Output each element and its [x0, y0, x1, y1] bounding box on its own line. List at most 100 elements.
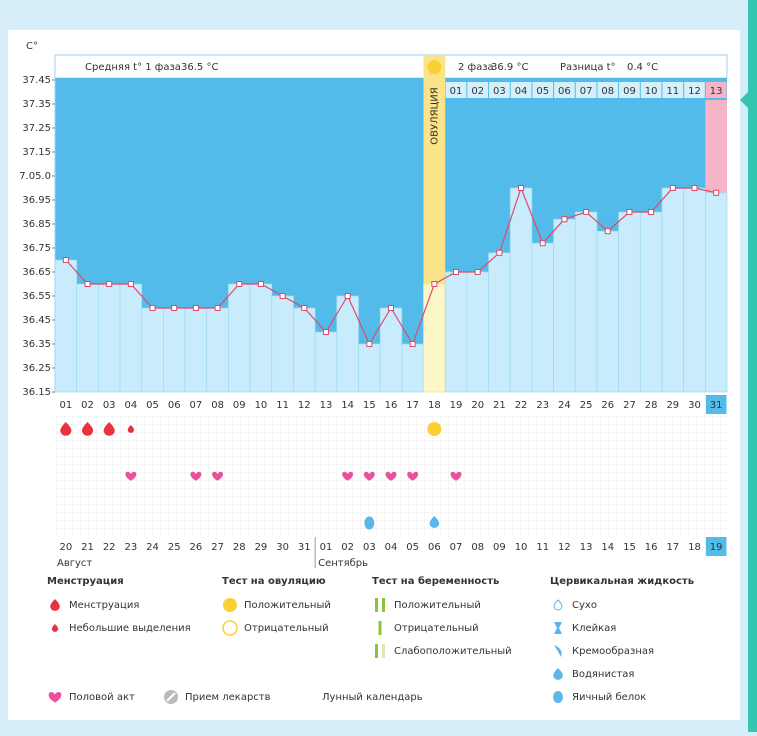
legend-icon: [375, 644, 378, 658]
date-label: 06: [428, 542, 441, 553]
ovulation-band: [423, 55, 446, 284]
egg-white-marker: [364, 516, 375, 530]
date-label: 03: [363, 542, 376, 553]
phase2-day: 06: [558, 86, 571, 97]
phase2-day: 09: [623, 86, 636, 97]
legend-icon: [382, 598, 385, 612]
day-label: 02: [81, 400, 94, 411]
day-label: 18: [428, 400, 441, 411]
bar: [574, 211, 598, 393]
phase2-day-box: [597, 82, 619, 98]
y-tick-label: 37.45: [22, 75, 51, 86]
date-label: 16: [645, 542, 658, 553]
intercourse-marker: [450, 471, 462, 481]
phase2-day-box: [445, 82, 467, 98]
date-label: 21: [81, 542, 94, 553]
bar: [76, 283, 99, 393]
y-tick-label: 36.95: [22, 195, 51, 206]
phase2-day: 01: [450, 86, 463, 97]
bar: [618, 211, 641, 393]
day-label: 01: [59, 400, 72, 411]
date-label: 11: [536, 542, 549, 553]
y-tick-label: 36.25: [22, 363, 51, 374]
day-label: 17: [406, 400, 419, 411]
day-label: 22: [515, 400, 528, 411]
date-label: 08: [471, 542, 484, 553]
point: [149, 305, 156, 311]
header-text: Разница t°: [560, 62, 616, 73]
phase2-day: 11: [666, 86, 679, 97]
point: [236, 281, 243, 287]
legend-title: Тест на беременность: [372, 575, 499, 587]
point: [583, 209, 590, 215]
day-label: 08: [211, 400, 224, 411]
header-text: 2 фаза: [458, 62, 494, 73]
point: [127, 281, 134, 287]
point: [713, 189, 720, 196]
legend-item: Менструация: [69, 600, 139, 611]
day-label: 10: [255, 400, 268, 411]
bar: [54, 259, 78, 393]
bar: [661, 187, 684, 393]
day-label: 19: [450, 400, 463, 411]
bar: [163, 307, 186, 393]
point: [496, 249, 503, 256]
date-label: 29: [255, 542, 268, 553]
legend-item: Водянистая: [572, 669, 634, 680]
header-text: Средняя t° 1 фаза: [85, 62, 181, 73]
phase2-day-box: [467, 82, 489, 98]
y-tick-label: 36.15: [22, 387, 51, 398]
point: [366, 341, 373, 347]
day-label: 04: [125, 400, 138, 411]
legend-item: Отрицательный: [244, 623, 329, 634]
day-label: 16: [385, 400, 398, 411]
menstruation-marker: [81, 422, 94, 436]
point: [171, 305, 178, 311]
legend-item: Яичный белок: [572, 692, 646, 703]
bar: [488, 252, 511, 393]
point: [691, 185, 698, 191]
phase2-day: 05: [536, 86, 549, 97]
phase2-day: 02: [471, 86, 484, 97]
legend-icon: [50, 599, 60, 611]
ovulation-label: ОВУЛЯЦИЯ: [429, 87, 440, 145]
legend-icon: [382, 644, 385, 658]
point: [344, 293, 351, 299]
legend-icon: [554, 645, 562, 657]
day-label: 15: [363, 400, 376, 411]
day-label: 06: [168, 400, 181, 411]
ovulation-test-marker: [427, 422, 442, 436]
bar: [358, 343, 381, 393]
header-text: 0.4 °C: [627, 62, 658, 73]
phase2-day: 04: [515, 86, 528, 97]
bar: [553, 218, 576, 393]
intercourse-marker: [125, 471, 137, 481]
phase2-day-box: [489, 82, 510, 98]
bar: [336, 295, 359, 393]
month-label: Сентябрь: [318, 558, 368, 569]
date-label: 30: [276, 542, 289, 553]
bar: [509, 187, 533, 393]
day-label: 31: [710, 400, 723, 411]
watery-marker: [429, 516, 440, 528]
y-tick-label: 7.05.0: [19, 171, 51, 182]
intercourse-marker: [342, 471, 354, 481]
day-label: 20: [471, 400, 484, 411]
day-label: 09: [233, 400, 246, 411]
day-label: 03: [103, 400, 116, 411]
date-label: 09: [493, 542, 506, 553]
y-tick-label: 36.45: [22, 315, 51, 326]
y-tick-label: 36.65: [22, 267, 51, 278]
point: [431, 281, 438, 287]
bar: [444, 271, 468, 393]
legend-icon: [553, 599, 563, 611]
intercourse-marker: [212, 471, 224, 481]
day-label: 14: [341, 400, 354, 411]
point: [192, 305, 199, 311]
y-tick-label: 37.15: [22, 147, 51, 158]
phase2-day-box: [684, 82, 705, 98]
spotting-marker: [127, 425, 135, 433]
bar: [704, 192, 728, 393]
day-label: 30: [688, 400, 701, 411]
y-tick-label: 36.75: [22, 243, 51, 254]
